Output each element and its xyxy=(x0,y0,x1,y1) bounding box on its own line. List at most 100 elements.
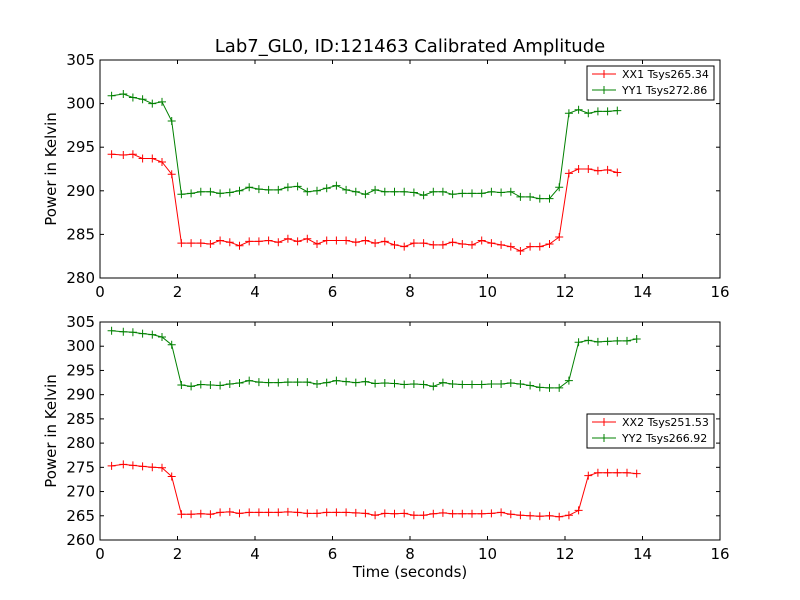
top-series-0-point xyxy=(128,150,137,159)
top-series-0-point xyxy=(196,239,205,248)
top-legend-box xyxy=(586,65,715,101)
bottom-series-1-point xyxy=(419,380,428,389)
top-y-tick-label: 280 xyxy=(66,269,95,287)
bottom-y-tick-label: 290 xyxy=(66,386,95,404)
top-series-1-point xyxy=(526,192,535,201)
top-series-1-point xyxy=(254,185,263,194)
top-series-1-point xyxy=(555,183,564,192)
bottom-x-tick-label: 4 xyxy=(250,545,260,563)
top-x-tick-label: 0 xyxy=(95,283,105,301)
bottom-series-0-point xyxy=(613,468,622,477)
bottom-series-0-point xyxy=(158,463,166,472)
top-series-0-point xyxy=(487,239,496,248)
bottom-series-1-point xyxy=(206,381,215,389)
bottom-series-1-point xyxy=(107,326,116,335)
legend-label-xx1: XX1 Tsys265.34 xyxy=(622,68,709,81)
bottom-series-0-point xyxy=(264,508,273,517)
bottom-y-tick-label: 295 xyxy=(66,361,95,379)
top-series-0-point xyxy=(119,151,128,159)
bottom-series-0-point xyxy=(419,511,428,520)
top-series-1-point xyxy=(400,187,409,196)
bottom-x-tick-label: 12 xyxy=(555,545,574,563)
bottom-series-1-point xyxy=(283,378,292,387)
bottom-series-1-point xyxy=(623,336,631,345)
bottom-series-0-point xyxy=(506,510,515,519)
top-series-0-point xyxy=(535,242,544,251)
top-series-1-point xyxy=(593,107,602,116)
bottom-series-0-point xyxy=(438,508,447,517)
top-series-0-point xyxy=(555,233,564,241)
bottom-plot-axes: 0 2 4 6 8 10 12 14 16 260 265 270 275 280 285 290 295 300… xyxy=(66,313,729,563)
bottom-series-0-point xyxy=(342,508,351,517)
bottom-series-1-point xyxy=(274,378,283,387)
bottom-series-1-point xyxy=(245,376,254,385)
top-series-0-point xyxy=(380,237,389,246)
top-series-0-point xyxy=(274,238,283,247)
top-series-0-point xyxy=(593,166,602,175)
top-series-0-point xyxy=(400,242,409,251)
top-legend: XX1 Tsys265.34 YY1 Tsys272.86 xyxy=(586,65,715,101)
bottom-series-0-point xyxy=(313,509,321,518)
top-series-0-point xyxy=(332,236,341,245)
bottom-plot-marks xyxy=(107,326,641,521)
top-x-tick-label: 16 xyxy=(710,283,729,301)
bottom-series-1-point xyxy=(390,379,399,388)
top-series-1-point xyxy=(564,109,573,118)
top-series-0-point xyxy=(313,240,321,248)
bottom-x-tick-label: 6 xyxy=(328,545,338,563)
top-series-1-point xyxy=(603,107,612,116)
top-series-1-point xyxy=(264,185,273,194)
top-series-0-point xyxy=(225,238,234,247)
bottom-plot: Power in Kelvin Time (seconds) 0 2 4 6 8 10 12… xyxy=(42,313,730,581)
top-series-1-point xyxy=(545,194,554,203)
bottom-series-1-point xyxy=(400,380,409,389)
bottom-series-1-point xyxy=(593,337,602,346)
top-series-1-point xyxy=(487,187,496,196)
top-series-1-point xyxy=(128,93,137,102)
top-series-1-point xyxy=(119,90,128,98)
top-series-1-point xyxy=(574,105,583,114)
top-series-0-point xyxy=(361,236,370,245)
top-series-1-point xyxy=(361,190,370,199)
bottom-y-tick-label: 270 xyxy=(66,483,95,501)
top-series-0-point xyxy=(574,165,583,173)
bottom-series-1-point xyxy=(603,337,612,346)
top-series-1-point xyxy=(293,182,302,191)
bottom-series-1-point xyxy=(448,380,457,388)
bottom-series-0-point xyxy=(477,509,486,518)
bottom-series-1-point xyxy=(119,327,128,336)
top-series-0-point xyxy=(107,150,116,159)
bottom-series-0-point xyxy=(468,509,476,518)
top-series-1-point xyxy=(409,188,418,197)
bottom-series-0-point xyxy=(274,508,283,517)
bottom-y-tick-label: 300 xyxy=(66,337,95,355)
top-x-tick-label: 10 xyxy=(478,283,497,301)
bottom-y-tick-label: 260 xyxy=(66,531,95,549)
bottom-y-tick-label: 280 xyxy=(66,434,95,452)
top-series-1-point xyxy=(206,187,215,196)
top-series-1-point xyxy=(351,187,360,196)
bottom-series-1-point xyxy=(438,378,447,387)
bottom-series-0-point xyxy=(409,511,418,520)
top-series-1-point xyxy=(613,106,622,115)
bottom-series-0-point xyxy=(225,507,234,516)
bottom-series-1-point xyxy=(555,383,564,392)
bottom-series-0-point xyxy=(206,510,215,519)
top-series-0-point xyxy=(235,241,244,250)
bottom-series-0-point xyxy=(400,509,409,518)
bottom-series-0-point xyxy=(487,509,496,518)
bottom-series-1-point xyxy=(574,338,583,347)
bottom-legend-box xyxy=(586,413,715,449)
top-series-1-point xyxy=(225,188,234,197)
bottom-x-tick-label: 16 xyxy=(710,545,729,563)
bottom-series-0-point xyxy=(177,510,186,519)
bottom-series-1-point xyxy=(409,380,418,388)
bottom-series-1-point xyxy=(264,378,273,387)
bottom-y-tick-label: 275 xyxy=(66,458,95,476)
top-series-1-point xyxy=(419,191,428,200)
bottom-series-1-point xyxy=(167,340,176,349)
top-y-tick-label: 295 xyxy=(66,138,95,156)
top-series-1-point xyxy=(167,117,176,125)
top-series-1-point xyxy=(138,95,147,104)
bottom-series-0-point xyxy=(187,510,196,519)
